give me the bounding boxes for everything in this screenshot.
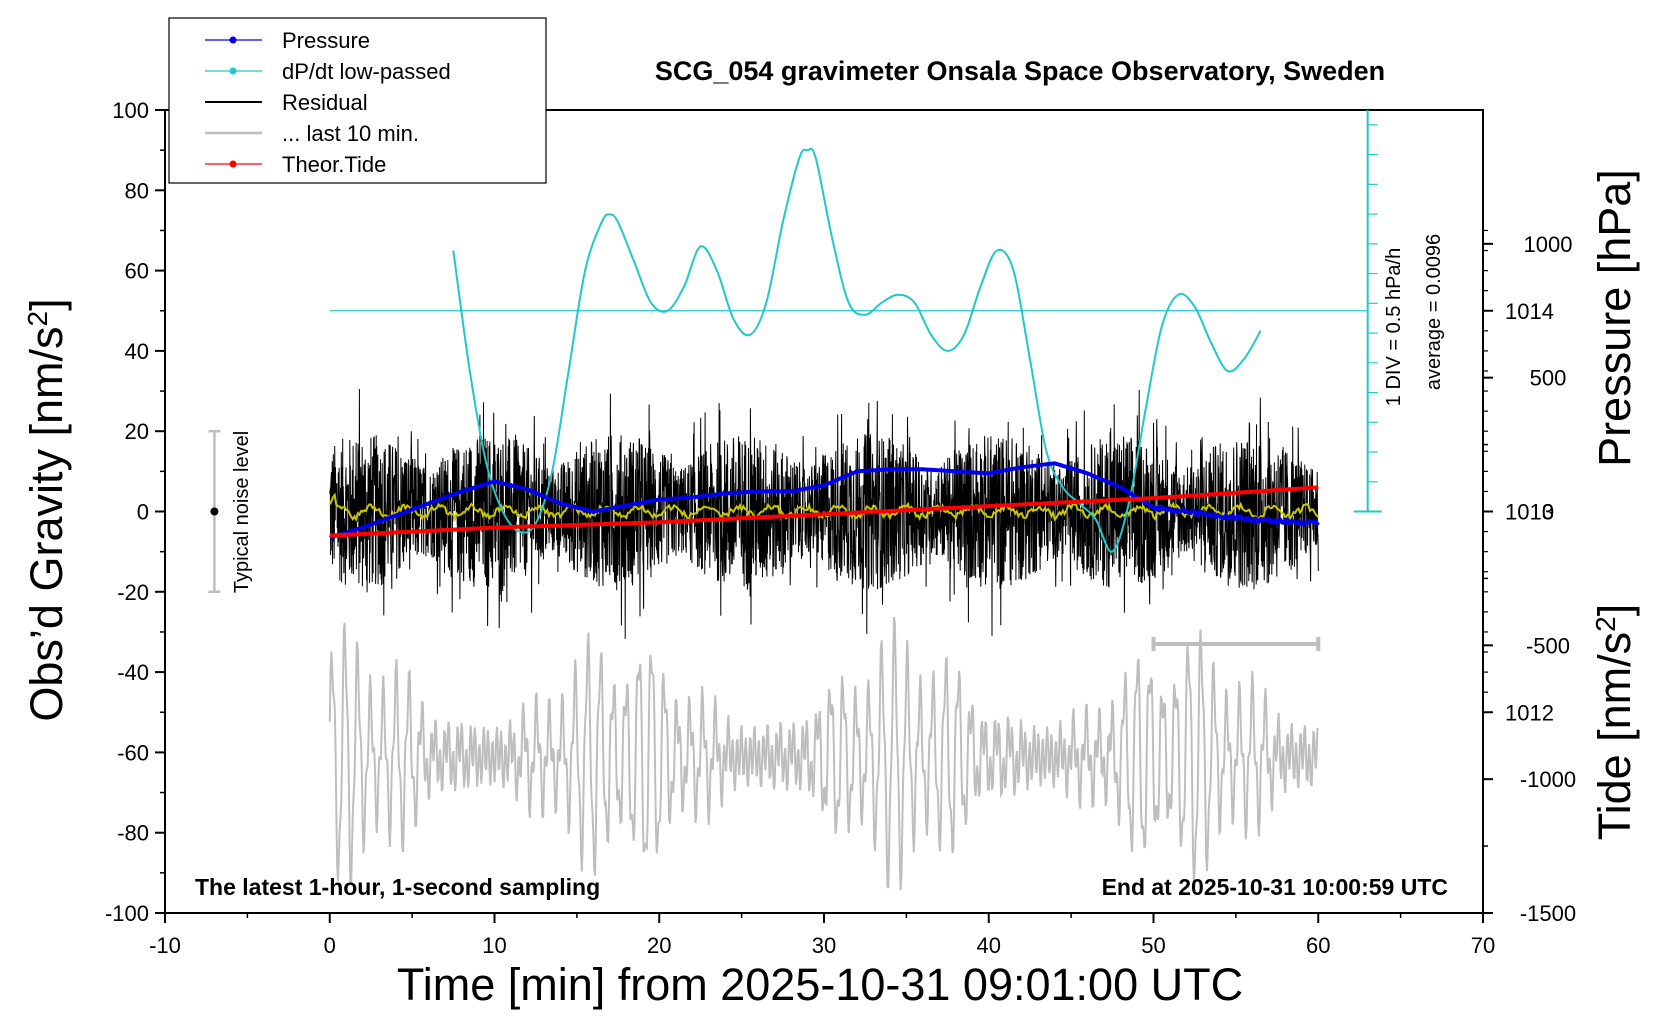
x-tick-label: 50 xyxy=(1141,933,1165,958)
y-pressure-tick-label: 1012 xyxy=(1505,700,1554,725)
x-tick-label: 20 xyxy=(647,933,671,958)
tide-line xyxy=(329,485,1319,538)
y-axis-label-pressure: Pressure [hPa] xyxy=(1589,169,1640,467)
x-tick-label: 30 xyxy=(812,933,836,958)
y-left-tick-label: 60 xyxy=(125,259,149,284)
x-tick-label: 40 xyxy=(977,933,1001,958)
last-10-min-line xyxy=(328,616,1319,891)
legend-marker-tide xyxy=(229,160,237,168)
legend-box xyxy=(168,17,547,184)
y-tide-tick-label: -500 xyxy=(1526,633,1570,658)
legend-item-residual: Residual xyxy=(205,90,368,115)
y-left-tick-label: -100 xyxy=(105,901,149,926)
x-tick-label: 10 xyxy=(482,933,506,958)
dpdt-scale-label: 1 DIV = 0.5 hPa/h xyxy=(1383,248,1405,406)
legend: Pressure dP/dt low-passed Residual ... l… xyxy=(168,17,547,184)
noise-level-bar xyxy=(208,429,221,594)
axes: -10 0 10 20 30 40 50 60 70100806040200-20-40-60-… xyxy=(105,98,1576,958)
y-pressure-tick-label: 1013 xyxy=(1505,500,1554,525)
tide-series xyxy=(329,485,1319,538)
legend-item-pressure: Pressure xyxy=(205,28,370,53)
y-left-tick-label: 20 xyxy=(125,419,149,444)
noise-level-label: Typical noise level xyxy=(231,431,253,593)
legend-item-tide: Theor.Tide xyxy=(205,152,386,177)
y-left-tick-label: -40 xyxy=(117,660,149,685)
y-tide-tick-label: 500 xyxy=(1530,366,1567,391)
y-left-tick-label: 0 xyxy=(137,500,149,525)
legend-marker-pressure xyxy=(229,36,237,44)
legend-item-dpdt: dP/dt low-passed xyxy=(205,59,451,84)
chart-title: SCG_054 gravimeter Onsala Space Observat… xyxy=(655,56,1385,86)
x-tick-label: -10 xyxy=(149,933,181,958)
y-left-tick-label: -60 xyxy=(117,740,149,765)
last-10-min-time-bar xyxy=(1151,636,1321,651)
y-axis-label-left: Obs’d Gravity [nm/s2] xyxy=(21,298,72,721)
legend-marker-dpdt xyxy=(229,67,237,75)
last-10-min-series xyxy=(328,616,1319,891)
legend-item-last10: ... last 10 min. xyxy=(205,121,419,146)
y-tide-tick-label: 1000 xyxy=(1524,232,1573,257)
legend-label-pressure: Pressure xyxy=(282,28,370,53)
x-axis-label: Time [min] from 2025-10-31 09:01:00 UTC xyxy=(397,959,1243,1010)
legend-label-tide: Theor.Tide xyxy=(282,152,386,177)
y-left-tick-label: 80 xyxy=(125,178,149,203)
y-tide-tick-label: 0 xyxy=(1542,500,1554,525)
legend-label-last10: ... last 10 min. xyxy=(282,121,419,146)
plot-area xyxy=(328,147,1368,891)
dpdt-scale-bar xyxy=(1353,110,1382,513)
y-pressure-tick-label: 1014 xyxy=(1505,299,1554,324)
x-tick-label: 60 xyxy=(1306,933,1330,958)
y-tide-tick-label: -1500 xyxy=(1520,901,1576,926)
legend-label-residual: Residual xyxy=(282,90,368,115)
y-left-tick-label: -20 xyxy=(117,580,149,605)
noise-bar-center-dot xyxy=(210,507,219,516)
y-tide-tick-label: -1000 xyxy=(1520,767,1576,792)
y-axis-label-tide: Tide [nm/s2] xyxy=(1589,604,1640,840)
y-left-tick-label: 100 xyxy=(112,98,149,123)
dpdt-line xyxy=(452,147,1262,553)
x-tick-label: 70 xyxy=(1471,933,1495,958)
pressure-series xyxy=(329,461,1320,540)
y-left-tick-label: -80 xyxy=(117,821,149,846)
y-left-tick-label: 40 xyxy=(125,339,149,364)
legend-label-dpdt: dP/dt low-passed xyxy=(282,59,451,84)
x-tick-label: 0 xyxy=(324,933,336,958)
end-time-note: End at 2025-10-31 10:00:59 UTC xyxy=(1102,874,1448,900)
pressure-line xyxy=(329,461,1320,540)
sampling-note: The latest 1-hour, 1-second sampling xyxy=(195,874,600,900)
dpdt-series xyxy=(329,147,1368,553)
dpdt-average-label: average = 0.0096 xyxy=(1423,234,1445,390)
